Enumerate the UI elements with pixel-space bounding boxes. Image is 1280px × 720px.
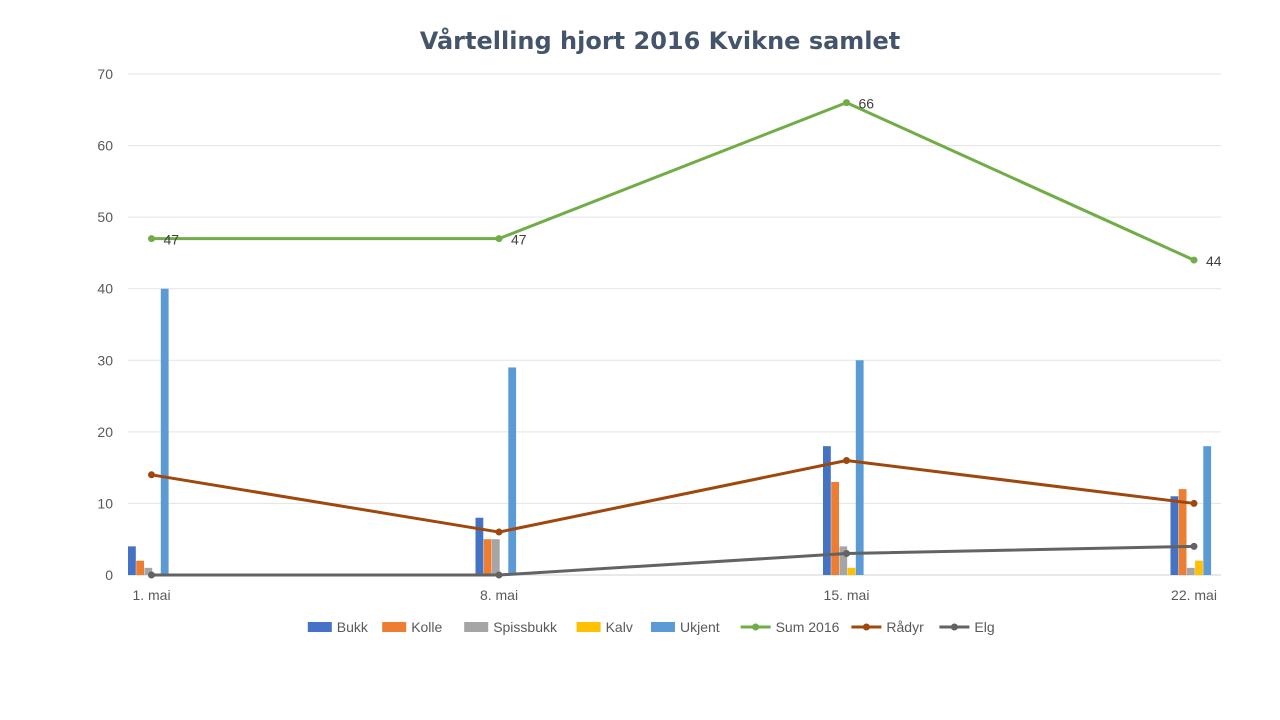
bar-bukk — [128, 546, 136, 575]
y-tick-label: 50 — [97, 209, 113, 225]
bar-kolle — [1178, 489, 1187, 575]
legend-item-bukk: Bukk — [307, 619, 369, 635]
legend-swatch — [382, 622, 407, 632]
x-axis-ticks: 1. mai 8. mai 15. mai 22. mai — [132, 587, 1217, 603]
legend-label: Rådyr — [886, 619, 924, 635]
y-tick-label: 10 — [97, 495, 113, 511]
bar-spissbukk — [491, 539, 500, 575]
legend-label: Spissbukk — [493, 619, 558, 635]
gridlines — [128, 73, 1221, 576]
legend-item-kolle: Kolle — [382, 619, 443, 635]
lines — [148, 99, 1198, 579]
line-elg — [151, 544, 1195, 577]
bar-bukk — [475, 517, 484, 575]
chart-title: Vårtelling hjort 2016 Kvikne samlet — [420, 26, 901, 55]
point-elg — [148, 571, 155, 579]
legend-item-r-dyr: Rådyr — [851, 619, 924, 635]
legend-label: Ukjent — [680, 619, 720, 635]
x-tick-label: 22. mai — [1171, 587, 1217, 603]
bar-spissbukk — [839, 546, 848, 575]
y-tick-label: 30 — [97, 352, 113, 368]
point-elg — [843, 550, 850, 558]
legend: Bukk Kolle Spissbukk Kalv Ukjent Sum 2016 Rådy… — [307, 619, 995, 635]
bar-bukk — [823, 446, 831, 575]
legend-item-ukjent: Ukjent — [651, 619, 720, 635]
bar-kolle — [483, 539, 492, 575]
legend-label: Sum 2016 — [776, 619, 840, 635]
data-label-sum-2016: 47 — [164, 232, 180, 248]
point-sum-2016 — [148, 235, 155, 243]
y-tick-label: 70 — [97, 66, 113, 82]
line-sum-2016 — [151, 101, 1195, 262]
bar-spissbukk — [144, 567, 153, 575]
point-r-dyr — [495, 528, 503, 536]
y-tick-label: 40 — [97, 281, 113, 297]
legend-marker — [752, 623, 760, 631]
point-r-dyr — [1190, 499, 1198, 507]
bar-kalv — [847, 567, 856, 575]
bar-kolle — [136, 560, 144, 575]
bar-ukjent — [160, 288, 169, 575]
bar-kalv — [1195, 560, 1203, 575]
bar-ukjent — [508, 367, 517, 575]
y-tick-label: 20 — [97, 424, 113, 440]
y-tick-label: 0 — [105, 567, 113, 583]
bar-spissbukk — [1186, 567, 1195, 575]
x-tick-label: 1. mai — [132, 587, 170, 603]
legend-label: Kolle — [411, 619, 442, 635]
point-sum-2016 — [1190, 256, 1198, 264]
legend-marker — [862, 623, 870, 631]
legend-label: Bukk — [337, 619, 369, 635]
legend-item-spissbukk: Spissbukk — [464, 619, 558, 635]
legend-label: Elg — [974, 619, 994, 635]
data-labels: 47 47 66 44 — [164, 96, 1222, 269]
point-sum-2016 — [495, 235, 503, 243]
bar-bukk — [1170, 496, 1179, 575]
bar-ukjent — [855, 360, 864, 575]
data-label-sum-2016: 66 — [859, 96, 875, 112]
point-elg — [1190, 542, 1198, 550]
line-r-dyr — [151, 458, 1195, 534]
legend-swatch — [651, 622, 675, 632]
point-sum-2016 — [843, 99, 850, 107]
point-r-dyr — [843, 456, 850, 464]
bar-ukjent — [1203, 446, 1212, 575]
legend-item-elg: Elg — [939, 619, 995, 635]
legend-swatch — [307, 622, 332, 632]
legend-swatch — [576, 622, 601, 632]
data-label-sum-2016: 44 — [1206, 253, 1222, 269]
bars — [128, 288, 1212, 575]
legend-marker — [950, 623, 958, 631]
legend-item-kalv: Kalv — [576, 619, 633, 635]
point-elg — [495, 571, 503, 579]
x-tick-label: 15. mai — [824, 587, 870, 603]
x-tick-label: 8. mai — [480, 587, 518, 603]
legend-swatch — [464, 622, 489, 632]
y-axis-ticks: 0 10 20 30 40 50 60 70 — [97, 66, 113, 583]
data-label-sum-2016: 47 — [511, 232, 527, 248]
point-r-dyr — [148, 471, 155, 479]
bar-kolle — [831, 481, 839, 575]
legend-label: Kalv — [606, 619, 633, 635]
legend-item-sum-2016: Sum 2016 — [740, 619, 840, 635]
y-tick-label: 60 — [97, 138, 113, 154]
